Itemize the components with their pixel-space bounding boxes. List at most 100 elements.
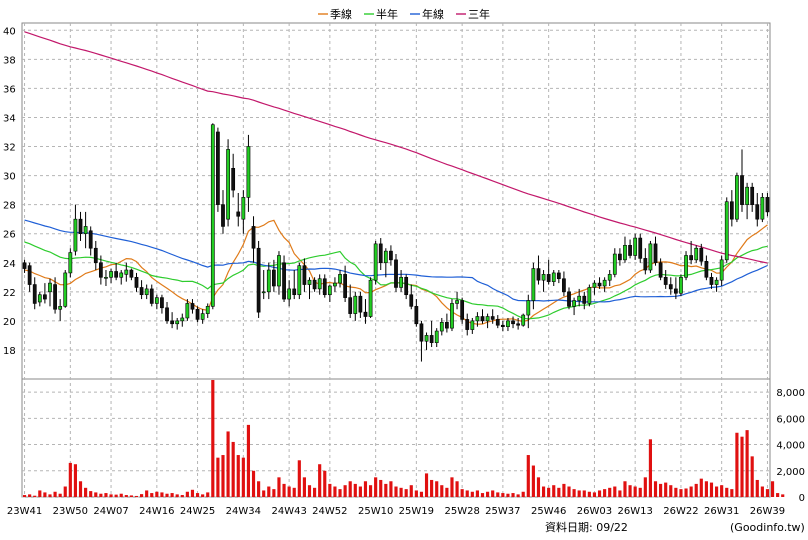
x-tick-label: 24W43	[271, 506, 306, 517]
price-tick-label: 40	[3, 26, 16, 37]
candle-body	[572, 300, 576, 307]
volume-bar	[638, 487, 642, 497]
volume-bar	[58, 493, 62, 497]
volume-bar	[679, 489, 683, 497]
volume-bar	[496, 492, 500, 497]
volume-bar	[521, 491, 525, 497]
candle-body	[134, 276, 139, 288]
volume-bar	[114, 494, 118, 497]
volume-bar	[755, 479, 759, 497]
candle-body	[724, 201, 729, 261]
candle-body	[673, 288, 678, 294]
candle-body	[160, 297, 164, 309]
x-tick-label: 26W31	[704, 506, 739, 517]
candle-body	[424, 335, 429, 342]
candle-body	[104, 276, 108, 279]
candle-body	[567, 291, 571, 307]
volume-bar	[73, 464, 78, 497]
candle-body	[37, 294, 42, 303]
volume-bar	[78, 481, 83, 497]
volume-bar	[531, 465, 535, 497]
x-tick-label: 26W13	[617, 506, 652, 517]
volume-bar	[781, 494, 785, 497]
candle-body	[714, 279, 719, 285]
volume-bar	[363, 481, 368, 497]
volume-bar	[684, 488, 688, 497]
volume-bar	[669, 485, 673, 497]
volume-bar	[48, 494, 52, 497]
candle-body	[541, 274, 546, 281]
candle-body	[745, 186, 749, 205]
candle-body	[48, 282, 52, 293]
volume-bar	[63, 486, 67, 497]
candle-body	[729, 201, 734, 220]
x-tick-label: 26W39	[750, 506, 785, 517]
volume-bar	[587, 491, 591, 497]
volume-bar	[618, 490, 622, 497]
candle-body	[266, 269, 271, 293]
volume-bar	[597, 490, 602, 497]
volume-bar	[776, 493, 780, 497]
volume-bar	[267, 486, 271, 497]
candle-body	[124, 269, 129, 275]
candle-body	[582, 295, 587, 304]
volume-bar	[765, 489, 770, 497]
legend-entry: 年線	[422, 7, 444, 21]
volume-bar	[348, 481, 352, 497]
candle-body	[623, 245, 627, 261]
volume-bar	[486, 491, 490, 497]
volume-bar	[450, 477, 454, 497]
volume-bar	[150, 493, 154, 497]
candle-body	[327, 285, 332, 296]
legend-entry: 半年	[376, 7, 398, 21]
candle-body	[419, 323, 424, 342]
volume-bar	[246, 424, 251, 497]
volume-bar	[145, 490, 149, 497]
candle-body	[409, 294, 414, 307]
candle-body	[251, 226, 256, 249]
volume-bar	[38, 490, 42, 497]
price-tick-label: 28	[3, 201, 16, 212]
volume-bar	[43, 492, 47, 497]
candle-body	[750, 186, 755, 205]
volume-bar	[241, 457, 245, 497]
volume-bar	[536, 477, 541, 497]
candle-body	[536, 268, 541, 281]
volume-bar	[379, 479, 383, 497]
volume-bar	[409, 485, 413, 497]
candle-body	[333, 282, 337, 287]
candle-body	[353, 295, 358, 314]
candle-body	[439, 322, 444, 332]
candle-body	[475, 316, 480, 322]
volume-bar	[628, 485, 632, 497]
candle-body	[129, 269, 134, 278]
candle-body	[338, 274, 342, 284]
candle-body	[221, 204, 225, 227]
candle-body	[506, 320, 510, 327]
candle-body	[658, 262, 663, 278]
volume-bar	[664, 482, 668, 497]
volume-bar	[674, 487, 678, 497]
volume-bar	[557, 487, 561, 497]
candle-body	[694, 247, 699, 261]
candle-body	[236, 211, 241, 217]
volume-bar	[231, 441, 235, 497]
volume-bar	[201, 494, 205, 497]
candle-body	[368, 279, 373, 317]
volume-bar	[185, 491, 189, 497]
candle-body	[216, 131, 220, 205]
volume-bar	[236, 455, 240, 497]
candle-body	[602, 279, 607, 287]
volume-bar	[501, 493, 505, 497]
candle-body	[149, 288, 154, 304]
volume-bar	[313, 487, 317, 497]
candle-body	[633, 237, 638, 256]
volume-bar	[714, 486, 719, 497]
candle-body	[511, 320, 515, 325]
volume-bar	[333, 486, 337, 497]
candle-body	[531, 268, 536, 301]
volume-bar	[659, 483, 663, 497]
volume-bar	[195, 493, 200, 497]
candle-body	[445, 322, 449, 329]
volume-bar	[455, 481, 459, 497]
